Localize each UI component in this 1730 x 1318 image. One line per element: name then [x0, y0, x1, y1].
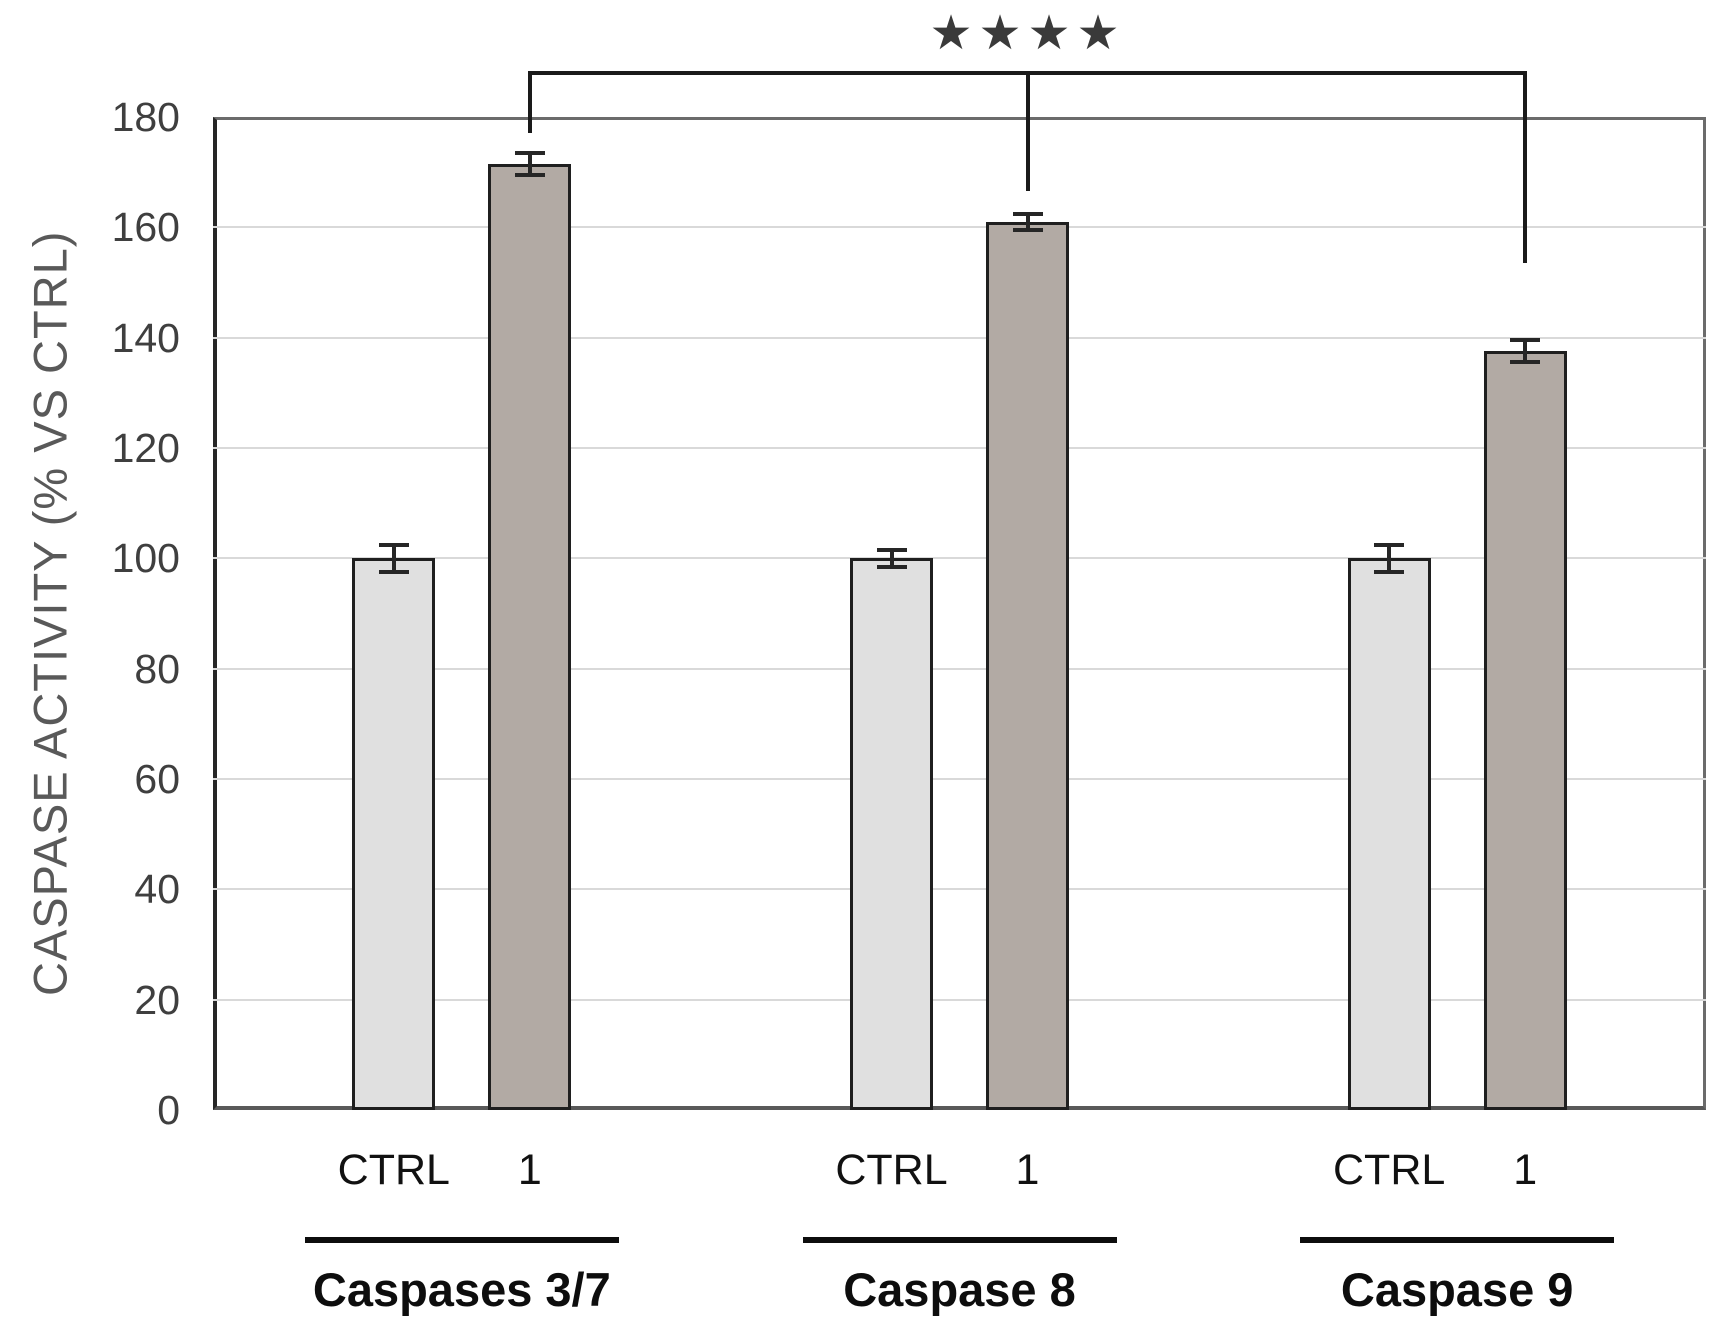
y-tick-label-60: 60 — [134, 756, 180, 802]
y-tick-label-40: 40 — [134, 866, 180, 913]
group-underline-caspase-9 — [1300, 1237, 1615, 1243]
bar-caspases-3-7-1 — [488, 163, 572, 1110]
gridline-40 — [213, 888, 1706, 891]
error-cap-top-caspase-8-1 — [1012, 211, 1043, 216]
error-bar-caspase-9-1 — [1523, 340, 1528, 363]
group-label-caspase-9: Caspase 9 — [1340, 1263, 1574, 1316]
bar-caspase-8-1 — [986, 221, 1069, 1110]
x-tick-label-caspase-8-ctrl: CTRL — [835, 1146, 948, 1194]
error-bar-caspases-3-7-ctrl — [391, 544, 396, 573]
gridline-60 — [213, 778, 1706, 780]
error-cap-bottom-caspases-3-7-1 — [514, 172, 545, 177]
bracket-drop-left — [527, 71, 532, 133]
error-cap-bottom-caspase-9-ctrl — [1374, 570, 1405, 575]
y-tick-label-0: 0 — [157, 1087, 180, 1133]
error-cap-top-caspase-9-ctrl — [1374, 542, 1405, 547]
group-underline-caspase-8 — [802, 1237, 1117, 1243]
error-cap-top-caspase-8-ctrl — [876, 548, 907, 553]
error-cap-top-caspase-9-1 — [1510, 338, 1541, 343]
y-axis-title: CASPASE ACTIVITY (% VS CTRL) — [23, 230, 77, 997]
error-cap-bottom-caspases-3-7-ctrl — [378, 570, 409, 575]
gridline-20 — [213, 998, 1706, 1001]
error-cap-bottom-caspase-8-ctrl — [876, 564, 907, 569]
bar-caspase-8-ctrl — [850, 558, 933, 1110]
x-tick-label-caspase-9-1: 1 — [1513, 1146, 1538, 1194]
error-bar-caspase-8-ctrl — [889, 550, 894, 567]
y-tick-label-120: 120 — [111, 425, 180, 471]
x-tick-label-caspases-3-7-1: 1 — [517, 1146, 542, 1194]
gridline-160 — [213, 226, 1706, 229]
y-tick-label-140: 140 — [111, 314, 180, 361]
group-underline-caspases-3-7 — [304, 1237, 619, 1243]
y-tick-label-100: 100 — [111, 535, 180, 582]
error-bar-caspase-8-1 — [1025, 213, 1030, 231]
x-tick-label-caspase-8-1: 1 — [1015, 1146, 1040, 1194]
gridline-100 — [213, 557, 1706, 560]
bracket-drop-right — [1523, 71, 1528, 263]
y-tick-label-80: 80 — [134, 645, 180, 692]
bracket-drop-middle — [1025, 71, 1030, 191]
bar-caspase-9-ctrl — [1347, 558, 1431, 1110]
bar-caspases-3-7-ctrl — [352, 558, 436, 1110]
error-cap-bottom-caspase-9-1 — [1510, 360, 1541, 365]
x-tick-label-caspase-9-ctrl: CTRL — [1333, 1146, 1446, 1194]
group-label-caspase-8: Caspase 8 — [843, 1263, 1076, 1316]
error-bar-caspase-9-ctrl — [1387, 544, 1392, 573]
plot-area — [213, 117, 1706, 1110]
y-tick-label-180: 180 — [111, 94, 180, 140]
significance-stars: ★★★★ — [929, 7, 1126, 60]
x-tick-label-caspases-3-7-ctrl: CTRL — [337, 1146, 450, 1194]
gridline-140 — [213, 336, 1706, 339]
error-cap-bottom-caspase-8-1 — [1012, 228, 1043, 233]
bar-caspase-9-1 — [1483, 351, 1567, 1110]
y-tick-label-20: 20 — [134, 976, 180, 1023]
error-bar-caspases-3-7-1 — [527, 152, 532, 175]
group-label-caspases-3-7: Caspases 3/7 — [312, 1263, 611, 1316]
gridline-120 — [213, 447, 1706, 449]
error-cap-top-caspases-3-7-1 — [514, 150, 545, 155]
gridline-80 — [213, 667, 1706, 670]
y-tick-label-160: 160 — [111, 204, 180, 251]
error-cap-top-caspases-3-7-ctrl — [378, 542, 409, 547]
